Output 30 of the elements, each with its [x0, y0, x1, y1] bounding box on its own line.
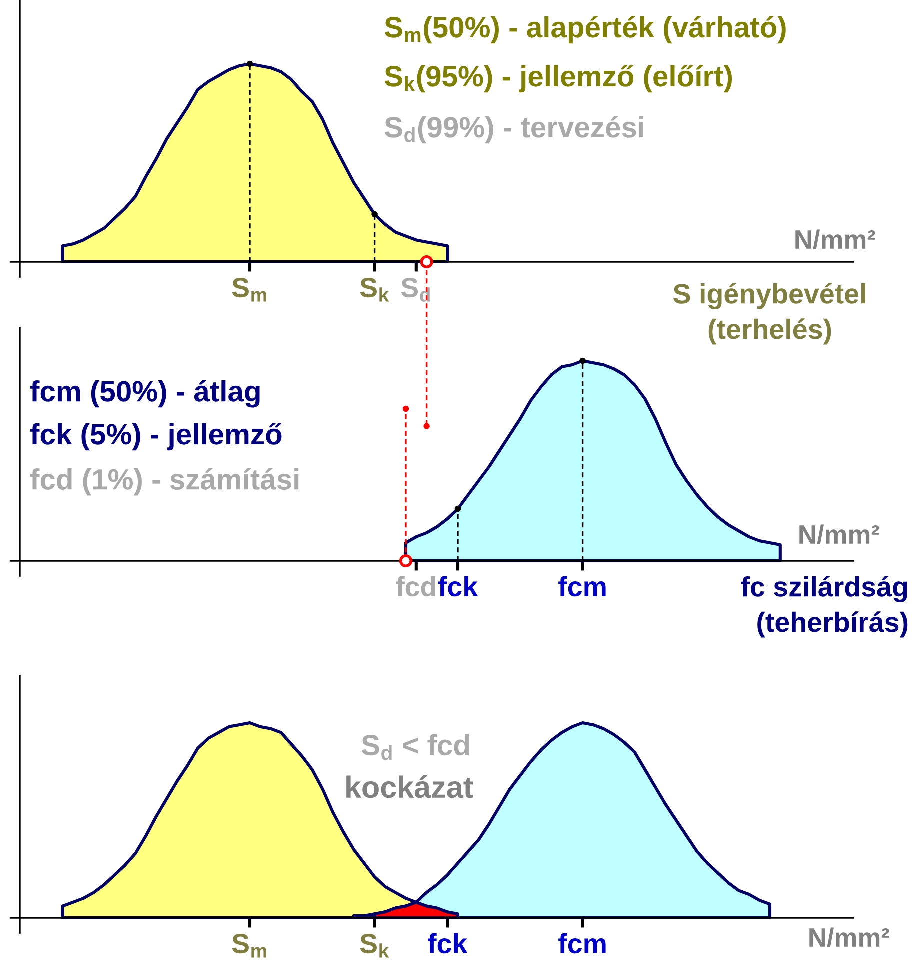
point	[402, 406, 410, 412]
x-tick-label: fcm	[558, 933, 606, 954]
annotation: fck (5%) - jellemző	[30, 423, 282, 451]
point	[454, 506, 462, 512]
point	[424, 423, 430, 430]
x-tick-label: fcm	[558, 576, 606, 597]
annotation: N/mm²	[800, 524, 880, 544]
point	[246, 60, 254, 68]
annotation: S$_{k}$(95%) - jellemző (előírt)	[384, 65, 732, 93]
x-axis-title: fc szilárdság (teherbírás)	[741, 576, 908, 638]
point	[580, 358, 586, 364]
x-axis-title: S igénybevétel (terhelés)	[674, 283, 866, 345]
x-tick-label: S$_{k}$	[360, 278, 390, 302]
point	[399, 554, 413, 568]
point	[420, 255, 434, 269]
annotation: N/mm²	[796, 230, 876, 250]
annotation: S$_{d}$(99%) - tervezési	[384, 116, 644, 144]
text: S$_{m}$(50%) - alapérték (várható)	[384, 16, 786, 44]
annotation: S$_{d}$ < fcd	[362, 734, 470, 760]
annotation: kockázat	[346, 775, 474, 798]
x-tick-label: S$_{m}$	[232, 934, 266, 958]
x-tick-label: fcd	[396, 576, 436, 597]
text: N/mm²	[810, 928, 890, 948]
point	[372, 211, 378, 218]
x-tick-label: fck	[438, 576, 478, 597]
x-tick-label: S$_{k}$	[360, 934, 390, 958]
x-tick-label: S$_{m}$	[232, 278, 266, 302]
x-tick-label: fck	[428, 933, 468, 954]
annotation: fcd (1%) - számítási	[30, 468, 299, 496]
annotation: fcm (50%) - átlag	[30, 380, 260, 408]
